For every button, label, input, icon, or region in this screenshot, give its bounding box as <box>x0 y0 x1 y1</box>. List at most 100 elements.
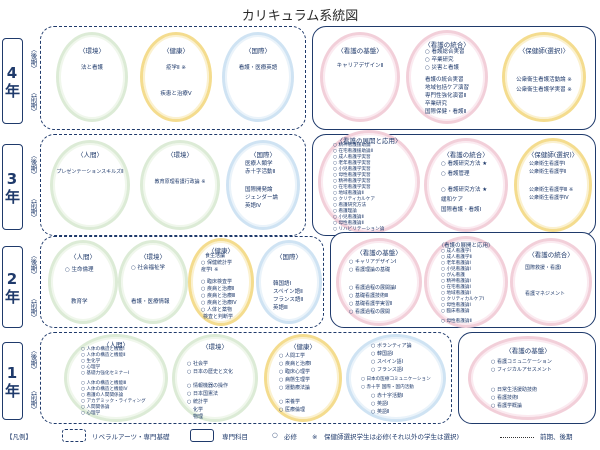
year-1-label: 1年 <box>2 342 23 420</box>
y4-intl-heading: 〈国際〉 <box>245 47 271 55</box>
y2-nurse-dev-item: ○ 老年看護論Ⅰ <box>441 261 471 266</box>
y1-env-oval: 〈環境〉 ○ 社会学 ○ 日本の歴史と文化 ○ 情報機器の操作 ○ 日本国憲法 … <box>172 334 258 422</box>
y1-human-item: ○ 看護の人間関係論 <box>81 393 124 398</box>
y4-nurse-integ-item: 専門性強化演習Ⅱ <box>425 93 467 99</box>
y3-nurse-dev-item: ○ 看護研究方法 <box>333 203 367 208</box>
y3-nurse-dev-oval: 〈看護の展開と応用〉 ○ 精神看護援助論 ○ 在宅看護援助論Ⅱ ○ 成人看護学実… <box>318 130 420 234</box>
y3-human-item: プレゼンテーションスキルズⅡ <box>56 169 124 175</box>
y2-nurse-dev-item: ○ クリティカルケアⅠ <box>441 297 485 302</box>
y4-phn-item: 公衆衛生看護学実習 ※ <box>516 87 572 93</box>
y1-env-item: ○ 社会学 <box>187 361 208 367</box>
legend-major-label: 専門科目 <box>222 433 248 441</box>
y2-health-item: 食生活論 <box>205 253 226 259</box>
y3-nurse-dev-item: ○ 小児看護学実習 <box>333 167 371 172</box>
y2-nurse-dev-item: ○ 母性看護論Ⅱ <box>441 319 472 324</box>
y3-nurse-dev-item: ○ リハビリテーション論 <box>333 227 385 232</box>
y3-nurse-dev-heading: 〈看護の展開と応用〉 <box>336 137 402 145</box>
y4-nurse-integ-heading: 〈看護の統合〉 <box>424 41 470 49</box>
semester-early-label: 〈前期〉 <box>29 89 37 115</box>
y1-human-item: ○ 心理学 <box>81 365 101 370</box>
y2-intl-item: スペイン語Ⅱ <box>273 289 303 295</box>
year-4-label: 4年 <box>2 38 23 124</box>
y4-nurse-integ-item: 看護の統合実習 <box>425 77 464 83</box>
y1-env-heading: 〈環境〉 <box>202 343 228 351</box>
legend: 【凡例】 リベラルアーツ・専門基礎 専門科目 ○ 必修 ※ 保健師選択学生は必修… <box>0 427 600 445</box>
semester-late-label: 〈後期〉 <box>29 46 37 72</box>
y2-health-item: ○ 保健統計学 <box>201 260 232 266</box>
y4-env-heading: 〈環境〉 <box>79 47 105 55</box>
y1-human-item: ○ 人体の構造と機能Ⅱ <box>81 353 126 358</box>
y4-nurse-basic-heading: 〈看護の基盤〉 <box>337 47 383 55</box>
y3-phn-oval: 〈保健師(選択)〉 公衆衛生看護学Ⅰ 公衆衛生看護学Ⅱ 公衆衛生看護学Ⅲ ※ 公… <box>514 138 592 232</box>
y1-health-heading: 〈健康〉 <box>290 343 316 351</box>
y3-nurse-integ-item: 国際看護・看護Ⅰ <box>441 207 482 213</box>
y2-health-item: ○ 疾病と治療Ⅱ <box>201 286 235 292</box>
y2-env-item: ○ 社会福祉学 <box>131 265 166 271</box>
y2-human-item: ○ 生命倫理 <box>65 267 94 273</box>
y2-nurse-integ-item: 国際救援・看護Ⅰ <box>525 265 562 271</box>
y1-health-item: ○ 栄養学 <box>279 399 300 405</box>
semester-late-label: 〈後期〉 <box>29 347 37 373</box>
y1-health-item: ○ 疾病と治療Ⅰ <box>279 361 312 367</box>
y1-intl-item: ○ ボランティア論 <box>371 343 412 349</box>
y1-human-item: ○ 心理学 <box>81 411 101 416</box>
y2-nurse-dev-oval: 〈看護の展開と応用〉 ○ 成人看護学Ⅰ ○ 成人看護学Ⅱ ○ 老年看護論Ⅰ ○ … <box>424 236 508 328</box>
y1-health-item: ○ 臨床心理学 <box>279 369 310 375</box>
y2-intl-item: 韓国語Ⅰ <box>273 281 292 287</box>
y1-intl-item: ○ 英語Ⅱ <box>371 409 390 415</box>
y3-env-heading: 〈環境〉 <box>167 151 193 159</box>
y3-nurse-integ-oval: 〈看護の統合〉 ○ 看護研究方法 ★ ○ 看護管理 ○ 看護研究方法 ★ 緩和ケ… <box>424 138 508 232</box>
y2-nurse-basic-item: ○ キャリアデザインⅠ <box>349 259 397 265</box>
y2-nurse-integ-oval: 〈看護の統合〉 国際救援・看護Ⅰ 看護マネジメント <box>510 238 592 326</box>
y3-nurse-dev-item: ○ 精神看護援助論 <box>333 143 371 148</box>
semester-late-label: 〈後期〉 <box>29 252 37 278</box>
y3-nurse-dev-item: ○ 小児看護論Ⅱ <box>333 215 364 220</box>
y1-human-item: ○ 人体の構造と機能Ⅲ <box>81 381 127 386</box>
y3-human-heading: 〈人間〉 <box>77 151 103 159</box>
y4-intl-oval: 〈国際〉 看護・医療英語 <box>222 32 294 122</box>
y4-nurse-integ-item: ○ 災害と看護 <box>425 65 460 71</box>
y2-health-item: ○ 疾病と治療Ⅲ <box>201 293 236 299</box>
y3-intl-item: ジェンダー論 <box>245 195 279 201</box>
y3-nurse-integ-item: ○ 看護管理 <box>441 171 470 177</box>
y4-nurse-integ-item: ○ 看護総合実習 <box>425 49 465 55</box>
y3-nurse-dev-item: ○ 在宅看護援助論Ⅱ <box>333 149 373 154</box>
y1-nurse-basic-oval: 〈看護の基盤〉 ○ 看護コミュニケーション ○ フィジカルアセスメント ○ 日常… <box>468 336 588 420</box>
y3-nurse-dev-item: ○ 在宅看護学実習 <box>333 185 371 190</box>
y1-health-item: ○ 医療倫理 <box>279 407 305 413</box>
y1-env-item: ○ 統計学 <box>187 399 208 405</box>
y2-intl-item: フランス語Ⅱ <box>273 297 304 303</box>
y1-env-item: ○ 情報機器の操作 <box>187 383 228 389</box>
y2-health-item: 疫学Ⅰ ※ <box>201 267 219 273</box>
y1-nurse-basic-item: ○ 看護技術Ⅰ <box>491 395 519 401</box>
y3-phn-item: 公衆衛生看護学Ⅳ <box>529 195 569 201</box>
y1-nurse-basic-item: ○ 看護学概論 <box>491 403 522 409</box>
y3-nurse-dev-item: ○ 精神看護学実習 <box>333 179 371 184</box>
y4-nurse-integ-item: 国際保健・看護Ⅱ <box>425 109 467 115</box>
y2-health-heading: 〈健康〉 <box>208 247 234 255</box>
y1-env-item: ○ 日本の歴史と文化 <box>187 369 233 375</box>
y4-health-heading: 〈健康〉 <box>163 47 189 55</box>
y1-health-item: ○ 運動療法論 <box>279 385 310 391</box>
y1-human-item: ○ アカデミック・ライティング <box>81 399 146 404</box>
year-2-label: 2年 <box>2 246 23 328</box>
y1-intl-item: ○ スペイン語Ⅰ <box>371 359 404 365</box>
y4-nurse-basic-oval: 〈看護の基盤〉 キャリアデザインⅡ <box>320 32 400 122</box>
y2-nurse-basic-oval: 〈看護の基盤〉 ○ キャリアデザインⅠ ○ 看護理論の基礎 ○ 看護過程の展開論… <box>336 238 422 326</box>
y2-nurse-basic-item: ○ 看護理論の基礎 <box>349 267 390 273</box>
y1-intl-item: ○ 日本の医療コミュニケーション <box>361 377 431 382</box>
y1-human-item: ○ 人体の構造と機能Ⅳ <box>81 387 128 392</box>
y3-nurse-dev-item: ○ 成人看護学実習 <box>333 155 371 160</box>
y3-nurse-dev-item: ○ 母性看護論Ⅱ <box>333 221 364 226</box>
y3-nurse-integ-item: ○ 看護研究方法 ★ <box>441 187 488 193</box>
y2-nurse-basic-heading: 〈看護の基盤〉 <box>356 249 402 257</box>
y3-nurse-dev-item: ○ 老年看護学実習 <box>333 161 371 166</box>
y1-nurse-basic-item: ○ 日常生活援助技術 <box>491 387 537 393</box>
y3-phn-item: 公衆衛生看護学Ⅰ <box>529 161 566 167</box>
y4-nurse-integ-item: ○ 卒業研究 <box>425 57 454 63</box>
y2-health-item: ○ 臨床検査学 <box>201 279 232 285</box>
y1-env-item: ○ 日本国憲法 <box>187 391 218 397</box>
y3-nurse-integ-item: ○ 看護研究方法 ★ <box>441 161 488 167</box>
y2-nurse-basic-item: ○ 看護過程の展開論Ⅰ <box>349 285 397 291</box>
y2-health-item: ○ 人体と薬物 <box>201 307 232 313</box>
